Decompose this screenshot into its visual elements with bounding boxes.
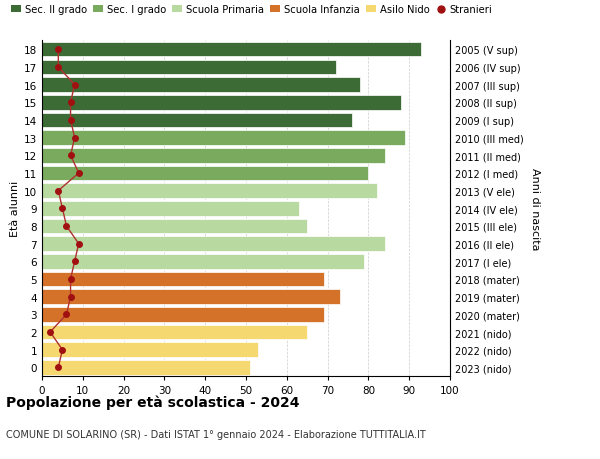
Bar bbox=[42, 78, 360, 93]
Bar bbox=[42, 149, 385, 163]
Bar bbox=[42, 237, 385, 252]
Bar bbox=[42, 131, 405, 146]
Text: Popolazione per età scolastica - 2024: Popolazione per età scolastica - 2024 bbox=[6, 395, 299, 409]
Legend: Sec. II grado, Sec. I grado, Scuola Primaria, Scuola Infanzia, Asilo Nido, Stran: Sec. II grado, Sec. I grado, Scuola Prim… bbox=[11, 5, 493, 15]
Y-axis label: Età alunni: Età alunni bbox=[10, 181, 20, 237]
Bar bbox=[42, 61, 336, 75]
Bar bbox=[42, 202, 299, 216]
Text: COMUNE DI SOLARINO (SR) - Dati ISTAT 1° gennaio 2024 - Elaborazione TUTTITALIA.I: COMUNE DI SOLARINO (SR) - Dati ISTAT 1° … bbox=[6, 429, 426, 439]
Bar bbox=[42, 43, 421, 57]
Bar bbox=[42, 184, 377, 198]
Bar bbox=[42, 96, 401, 110]
Bar bbox=[42, 360, 250, 375]
Bar bbox=[42, 343, 258, 357]
Bar bbox=[42, 219, 307, 234]
Bar bbox=[42, 290, 340, 304]
Bar bbox=[42, 166, 368, 181]
Y-axis label: Anni di nascita: Anni di nascita bbox=[530, 168, 540, 250]
Bar bbox=[42, 113, 352, 128]
Bar bbox=[42, 255, 364, 269]
Bar bbox=[42, 325, 307, 340]
Bar bbox=[42, 308, 323, 322]
Bar bbox=[42, 272, 323, 286]
